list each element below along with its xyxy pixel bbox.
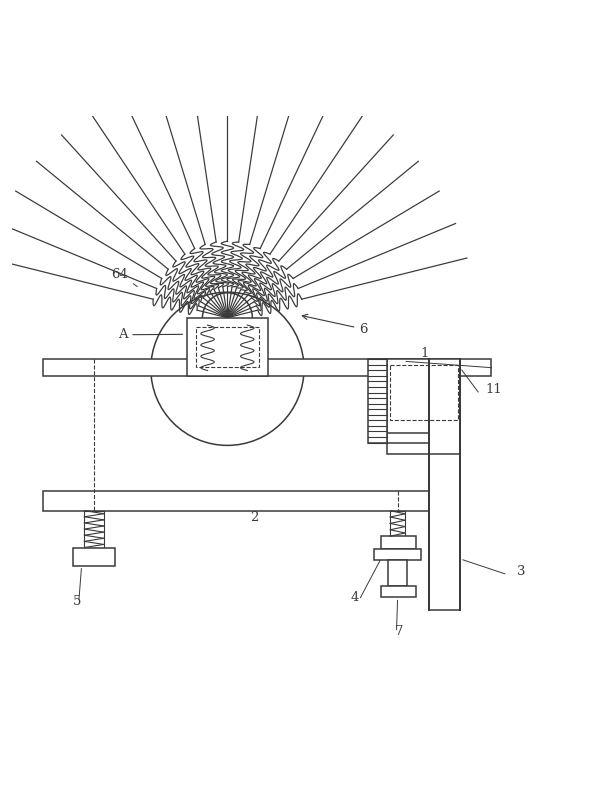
Text: 2: 2 [250,511,258,524]
Bar [43,359,491,376]
Text: 6: 6 [302,314,368,335]
Bar [388,359,460,454]
Text: 3: 3 [517,565,525,578]
Text: 7: 7 [395,626,403,638]
Bar [390,510,405,536]
Bar [374,549,421,560]
Bar [381,586,416,598]
Bar [388,560,407,586]
Text: 64: 64 [111,268,128,281]
Text: 11: 11 [486,383,502,396]
Bar [187,318,268,376]
Bar [389,365,458,420]
Text: A: A [118,328,183,342]
Bar [196,327,259,367]
Bar [43,490,429,510]
Bar [85,510,104,547]
Text: 1: 1 [420,347,428,361]
Bar [381,536,416,549]
Bar [73,547,115,566]
Bar [368,359,388,442]
Text: 4: 4 [350,591,359,605]
Text: 5: 5 [73,595,82,608]
